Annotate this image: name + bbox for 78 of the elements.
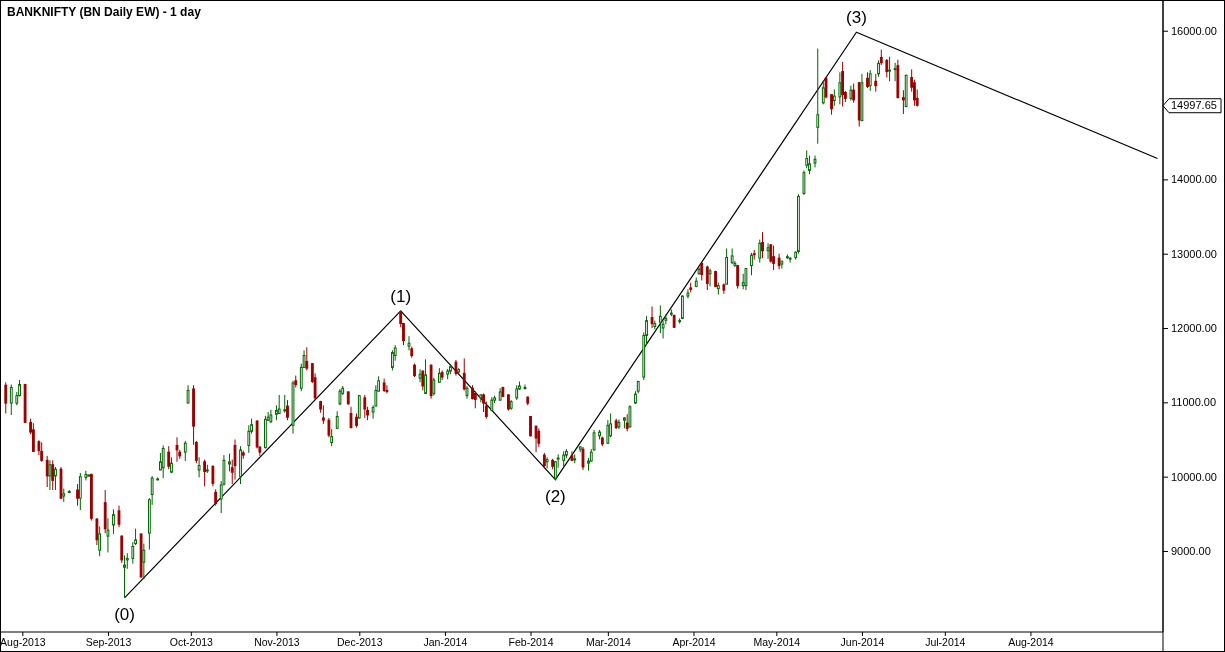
candlestick <box>658 304 662 334</box>
x-tick-label: Oct-2013 <box>169 636 214 649</box>
candlestick <box>788 256 792 264</box>
x-tick-label: Mar-2014 <box>585 636 631 649</box>
candlestick <box>888 56 891 82</box>
y-tick-label: 14997.65 <box>1171 99 1217 112</box>
candlestick <box>802 169 806 196</box>
candlestick <box>167 445 171 470</box>
candlestick <box>780 260 784 270</box>
x-tick-label: May-2014 <box>753 636 801 649</box>
candlestick <box>391 349 394 371</box>
candlestick <box>761 231 764 259</box>
candlestick <box>885 58 889 79</box>
candlestick <box>523 384 527 391</box>
candlestick <box>286 399 289 421</box>
candlestick <box>112 508 115 535</box>
candlestick <box>813 155 817 168</box>
x-tick-label: Dec-2013 <box>337 636 383 649</box>
candlestick <box>87 474 91 477</box>
x-tick-label: Apr-2014 <box>672 636 716 649</box>
chart-title: BANKNIFTY (BN Daily EW) - 1 day <box>7 5 202 19</box>
candlestick <box>545 456 549 469</box>
candlestick <box>750 252 753 276</box>
y-tick-label: 11000.00 <box>1171 396 1217 409</box>
candlestick <box>54 466 57 491</box>
candlestick <box>117 505 121 528</box>
line-series <box>123 31 1159 599</box>
y-tick-label: 13000.00 <box>1171 247 1217 260</box>
candlestick <box>730 247 734 265</box>
y-tick-label: 14000.00 <box>1171 173 1217 186</box>
candlestick <box>31 422 35 452</box>
candlestick <box>418 368 422 383</box>
candlestick <box>76 483 79 507</box>
candlestick <box>424 358 427 394</box>
y-tick-label: 12000.00 <box>1171 322 1217 335</box>
candlestick <box>462 357 466 391</box>
candlestick <box>901 89 905 115</box>
candlestick <box>183 440 187 462</box>
candlestick <box>142 543 146 580</box>
candlestick <box>407 335 411 351</box>
candlestick <box>95 517 99 546</box>
x-tick-label: Jul-2014 <box>925 636 966 649</box>
candlestick <box>321 404 325 425</box>
candlestick <box>705 265 709 291</box>
x-tick-label: Feb-2014 <box>508 636 554 649</box>
candlestick <box>120 534 124 564</box>
candlestick <box>4 381 8 414</box>
candlestick <box>9 384 13 416</box>
candlestick <box>106 517 110 553</box>
x-tick-label: Nov-2013 <box>254 636 300 649</box>
candlestick <box>537 427 541 448</box>
x-tick-label: Aug-2014 <box>1008 636 1054 649</box>
y-tick-label: 16000.00 <box>1171 24 1217 37</box>
candlestick <box>98 525 102 557</box>
candlestick <box>233 439 237 481</box>
candlestick <box>708 268 712 287</box>
x-tick-label: Jun-2014 <box>840 636 885 649</box>
candlestick <box>816 48 820 145</box>
candlestick <box>51 459 55 491</box>
candlestick <box>48 459 52 491</box>
candlestick <box>534 425 538 453</box>
annotation: (1) <box>390 286 412 306</box>
candlestick <box>197 456 201 478</box>
candlestick <box>84 470 88 481</box>
y-tick-label: 10000.00 <box>1171 470 1217 483</box>
annotation: (3) <box>846 8 867 28</box>
x-tick-label: Aug-2013 <box>0 636 46 649</box>
x-tick-label: Sep-2013 <box>85 636 132 649</box>
candlestick <box>830 94 833 116</box>
candlestick <box>628 404 632 429</box>
candlestick <box>529 415 532 438</box>
annotation: (2) <box>544 486 566 506</box>
candlestick <box>327 417 331 438</box>
y-tick-label: 9000.00 <box>1171 545 1211 558</box>
x-tick-label: Jan-2014 <box>423 636 468 649</box>
candlestick <box>766 242 770 260</box>
annotation: (0) <box>114 604 135 624</box>
candlestick <box>78 472 82 511</box>
